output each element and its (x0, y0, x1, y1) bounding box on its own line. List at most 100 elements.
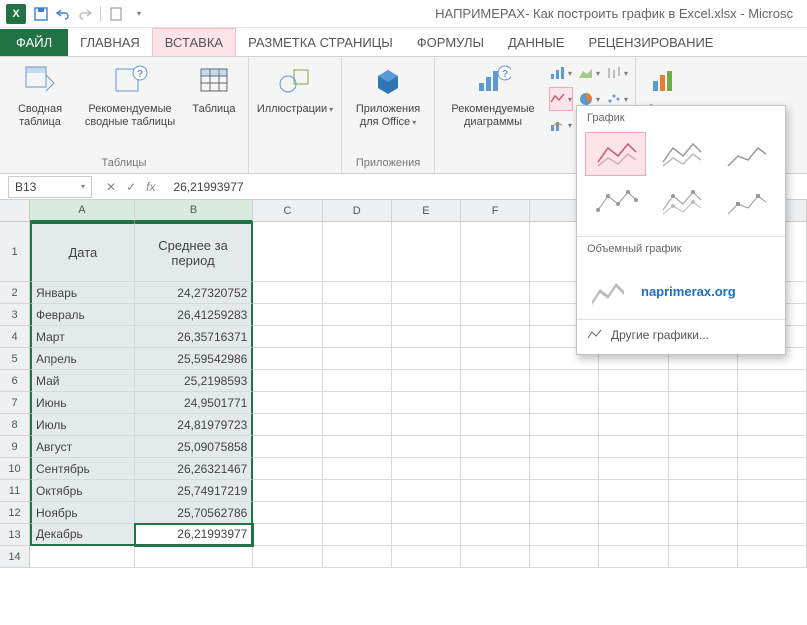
cell[interactable] (599, 414, 668, 436)
cell[interactable] (253, 436, 322, 458)
col-header-E[interactable]: E (392, 200, 461, 222)
tab-data[interactable]: ДАННЫЕ (496, 29, 576, 56)
cell[interactable] (530, 546, 599, 568)
line-chart-type-6[interactable] (716, 180, 777, 224)
cell[interactable] (253, 480, 322, 502)
select-all-corner[interactable] (0, 200, 30, 222)
qat-customize-icon[interactable] (127, 3, 149, 25)
cell[interactable] (323, 524, 392, 546)
cell[interactable] (530, 414, 599, 436)
cell[interactable] (669, 524, 738, 546)
line-chart-type-3[interactable] (716, 132, 777, 176)
cell[interactable] (323, 326, 392, 348)
cell[interactable] (323, 458, 392, 480)
cell[interactable] (461, 348, 530, 370)
cell[interactable]: Апрель (30, 348, 135, 370)
col-header-D[interactable]: D (323, 200, 392, 222)
cell[interactable] (392, 304, 461, 326)
cell[interactable] (392, 546, 461, 568)
cell[interactable] (461, 304, 530, 326)
cell[interactable] (323, 480, 392, 502)
cell[interactable]: Декабрь (30, 524, 135, 546)
cell[interactable] (530, 370, 599, 392)
apps-button[interactable]: Приложения для Office (348, 61, 428, 131)
cell[interactable] (392, 282, 461, 304)
recommended-pivot-button[interactable]: ? Рекомендуемые сводные таблицы (78, 61, 182, 131)
cell[interactable] (738, 370, 807, 392)
enter-icon[interactable]: ✓ (126, 180, 136, 194)
row-header-4[interactable]: 4 (0, 326, 30, 348)
area-chart-icon[interactable] (577, 61, 601, 85)
cell[interactable] (530, 458, 599, 480)
cell[interactable] (738, 436, 807, 458)
save-icon[interactable] (30, 3, 52, 25)
cell[interactable] (461, 392, 530, 414)
tab-insert[interactable]: ВСТАВКА (152, 28, 236, 56)
col-header-B[interactable]: B (135, 200, 254, 222)
cell[interactable] (461, 326, 530, 348)
fx-icon[interactable]: fx (146, 180, 155, 194)
cell[interactable] (599, 436, 668, 458)
line-chart-type-2[interactable] (650, 132, 711, 176)
cell[interactable] (599, 502, 668, 524)
line-chart-type-4[interactable] (585, 180, 646, 224)
cell[interactable] (392, 326, 461, 348)
cell[interactable] (392, 458, 461, 480)
row-header-3[interactable]: 3 (0, 304, 30, 326)
cell[interactable] (530, 436, 599, 458)
cell[interactable] (461, 282, 530, 304)
cell[interactable]: Август (30, 436, 135, 458)
cell[interactable] (461, 222, 530, 282)
row-header-6[interactable]: 6 (0, 370, 30, 392)
cell[interactable]: 26,35716371 (135, 326, 254, 348)
cell[interactable] (323, 546, 392, 568)
tab-review[interactable]: РЕЦЕНЗИРОВАНИЕ (576, 29, 725, 56)
cell[interactable]: 26,26321467 (135, 458, 254, 480)
line-chart-type-1[interactable] (585, 132, 646, 176)
cell[interactable] (253, 326, 322, 348)
name-box[interactable]: B13 (8, 176, 92, 198)
combo-chart-icon[interactable] (549, 113, 573, 137)
row-header-7[interactable]: 7 (0, 392, 30, 414)
cell[interactable]: Март (30, 326, 135, 348)
file-tab[interactable]: ФАЙЛ (0, 29, 68, 56)
cell[interactable] (599, 480, 668, 502)
cell[interactable]: 25,09075858 (135, 436, 254, 458)
cell[interactable] (669, 546, 738, 568)
cell[interactable]: Октябрь (30, 480, 135, 502)
cell[interactable] (30, 546, 135, 568)
table-button[interactable]: Таблица (186, 61, 242, 118)
cell[interactable]: Июль (30, 414, 135, 436)
cell[interactable] (530, 502, 599, 524)
cell[interactable] (599, 392, 668, 414)
bar-chart-icon[interactable] (549, 61, 573, 85)
line-chart-icon[interactable] (549, 87, 573, 111)
cell[interactable]: 25,74917219 (135, 480, 254, 502)
cell[interactable] (253, 304, 322, 326)
row-header-11[interactable]: 11 (0, 480, 30, 502)
cell[interactable]: Сентябрь (30, 458, 135, 480)
cell[interactable] (253, 546, 322, 568)
cell[interactable] (323, 348, 392, 370)
cell[interactable] (392, 222, 461, 282)
cell[interactable] (135, 546, 254, 568)
cell[interactable] (738, 502, 807, 524)
cell[interactable] (323, 414, 392, 436)
row-header-2[interactable]: 2 (0, 282, 30, 304)
cell[interactable] (461, 524, 530, 546)
cell[interactable] (323, 304, 392, 326)
cell[interactable]: Дата (30, 222, 135, 282)
cell[interactable] (599, 546, 668, 568)
cell[interactable] (738, 392, 807, 414)
cell[interactable] (253, 282, 322, 304)
line-3d-chart-type[interactable] (587, 269, 631, 313)
cell[interactable] (669, 480, 738, 502)
cell[interactable] (599, 524, 668, 546)
cell[interactable] (461, 480, 530, 502)
cell[interactable] (530, 524, 599, 546)
row-header-10[interactable]: 10 (0, 458, 30, 480)
cell[interactable] (253, 458, 322, 480)
cell[interactable] (461, 502, 530, 524)
cell[interactable]: Февраль (30, 304, 135, 326)
tab-formulas[interactable]: ФОРМУЛЫ (405, 29, 496, 56)
